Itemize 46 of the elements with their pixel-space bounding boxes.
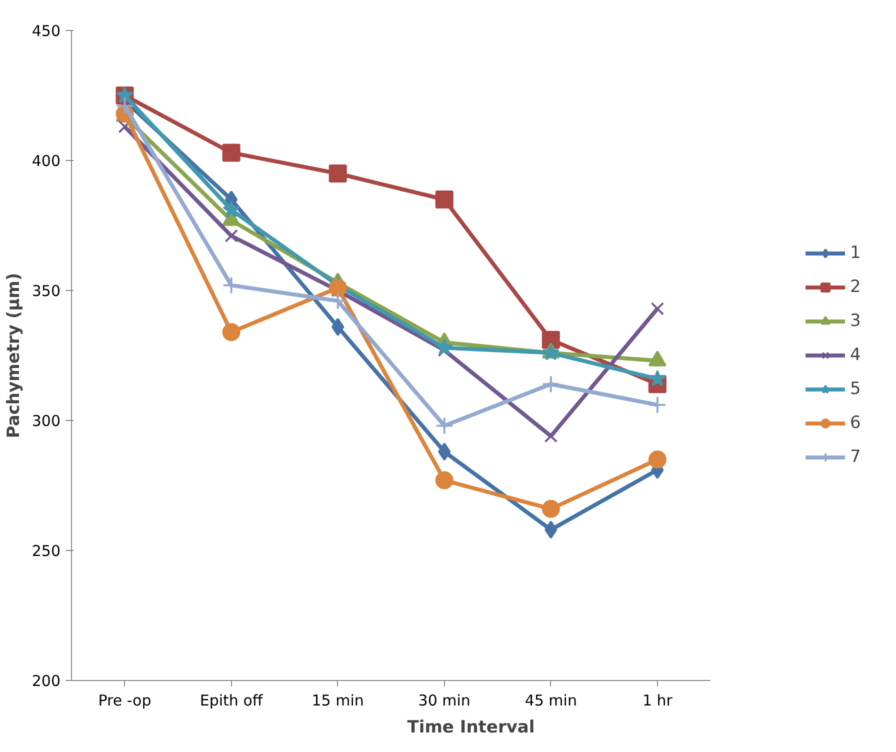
x-tick-label: Epith off: [200, 692, 264, 710]
point: [328, 278, 347, 297]
point: [224, 229, 238, 243]
point: [542, 500, 560, 518]
legend-label: 2: [850, 277, 862, 297]
x-tick-label: Pre -op: [98, 692, 152, 710]
point: [544, 520, 558, 539]
y-tick-label: 400: [32, 152, 61, 170]
y-axis-title: Pachymetry (µm): [4, 272, 24, 438]
x-tick-label: 45 min: [524, 692, 577, 710]
y-tick-label: 450: [32, 22, 61, 40]
point: [648, 396, 666, 414]
y-tick-label: 350: [32, 282, 61, 300]
x-tick-label: 30 min: [418, 692, 470, 710]
point: [544, 429, 558, 443]
point: [648, 370, 666, 386]
point: [435, 471, 454, 490]
point: [542, 375, 560, 394]
point: [118, 120, 132, 134]
y-tick-label: 250: [32, 542, 61, 560]
legend-label: 5: [850, 379, 862, 399]
point: [650, 302, 664, 316]
point: [648, 450, 666, 468]
legend-label: 6: [850, 413, 862, 433]
point: [436, 338, 453, 356]
legend-label: 3: [850, 311, 862, 331]
x-tick-label: 15 min: [312, 692, 364, 710]
point: [438, 442, 451, 461]
point: [435, 416, 454, 435]
y-tick-label: 200: [32, 672, 61, 690]
y-tick-label: 300: [32, 412, 61, 430]
point: [116, 96, 134, 115]
legend-label: 4: [850, 345, 862, 365]
point: [435, 190, 454, 208]
point: [332, 318, 344, 336]
point: [222, 200, 240, 218]
point: [328, 292, 347, 310]
point: [222, 144, 240, 162]
legend-label: 1: [850, 243, 862, 263]
point: [222, 276, 240, 294]
point: [222, 323, 240, 342]
x-tick-label: 1 hr: [642, 692, 674, 710]
x-axis-title: Time Interval: [407, 718, 535, 738]
point: [542, 330, 560, 349]
point: [328, 164, 347, 182]
legend-label: 7: [850, 447, 862, 467]
